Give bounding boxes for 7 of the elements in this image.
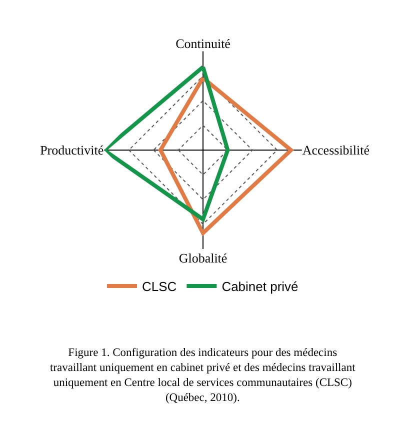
spoke-label: Productivité <box>40 142 104 158</box>
spoke-label: Continuité <box>176 36 231 52</box>
spoke-label: Globalité <box>178 250 228 266</box>
caption: Figure 1. Configuration des indicateurs pour des médecins travaillant uniquement en cabinet privé et des médecins travaillant uniquement en Centre local de services communautaires (CLSC) (Québec, 2010). <box>50 347 356 404</box>
spoke-label: Accessibilité <box>302 142 370 158</box>
legend-label: Cabinet privé <box>222 279 298 294</box>
legend-label: CLSC <box>142 279 177 294</box>
